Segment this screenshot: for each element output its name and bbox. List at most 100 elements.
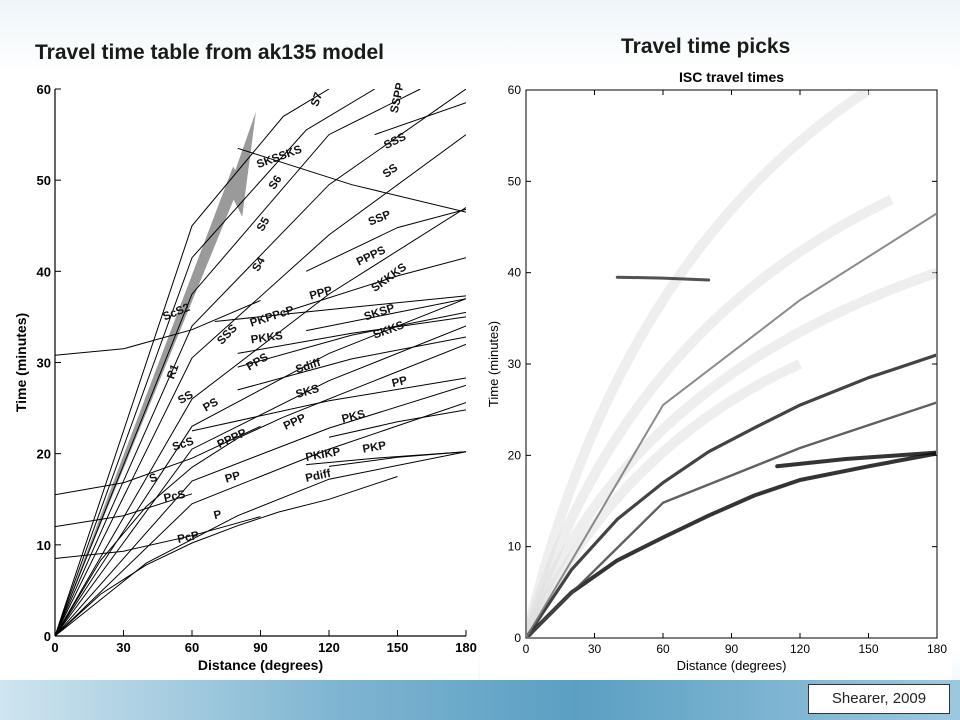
x-tick-label: 30: [116, 640, 130, 655]
y-tick-label: 30: [508, 357, 522, 371]
y-tick-label: 20: [508, 448, 522, 462]
curve-label: PcP: [176, 530, 200, 546]
source-credit: Shearer, 2009: [808, 684, 950, 714]
curve-skks: [237, 336, 466, 391]
curve-pppp: [55, 384, 466, 636]
isc-plot-frame: [525, 89, 938, 639]
x-tick-label: 90: [253, 640, 267, 655]
curve-skkks: [306, 298, 466, 332]
curve-sdiff: [283, 343, 466, 418]
curve-label: PKP: [362, 440, 388, 456]
curve-pcs: [55, 493, 193, 528]
left-chart-title: Travel time table from ak135 model: [35, 41, 384, 64]
ak135-chart-svg: 0 30 60 90 120 150 180 0 10 20 30 40 50 60 Distance (d…: [13, 81, 477, 673]
curve-label: PP: [391, 375, 409, 390]
curve-label: PKKS: [250, 330, 284, 346]
curve-label: SSS: [382, 131, 408, 152]
curve-skssks: [237, 147, 466, 213]
curve-label: PP: [224, 470, 242, 486]
isc-pick-band: [527, 451, 936, 637]
curve-label: PPPS: [355, 244, 388, 268]
x-tick-label: 150: [387, 640, 409, 655]
curve-label: SKKKS: [369, 261, 409, 295]
x-tick-label: 120: [790, 642, 810, 656]
y-axis-label: Time (minutes): [13, 313, 29, 412]
curve-ps: [55, 325, 466, 636]
y-tick-label: 50: [37, 173, 51, 188]
scatter-haze: [527, 91, 872, 637]
curve-pkikp: [306, 451, 466, 466]
curve-label: ScS: [171, 436, 196, 454]
curve-ssp: [305, 208, 466, 272]
curve-label: SKKS: [372, 319, 406, 341]
curve-s4: [55, 89, 466, 636]
curve-label: Sdiff: [294, 357, 322, 376]
curve-label: PKS: [341, 408, 367, 425]
curve-s6: [55, 89, 375, 636]
curve-label: S: [148, 472, 160, 486]
curve-label: SKS: [295, 383, 321, 401]
curve-ppp: [55, 402, 466, 636]
curve-label: PS: [201, 396, 221, 414]
curve-pkp: [328, 451, 466, 467]
curve-s5: [55, 89, 421, 636]
y-tick-label: 0: [44, 629, 51, 644]
curve-scs2: [55, 300, 261, 356]
footer-band: [0, 680, 960, 720]
curve-label: PPP: [282, 412, 308, 433]
curve-label: S7: [309, 91, 325, 108]
isc-picks-group: [527, 91, 936, 637]
isc-chart-title: ISC travel times: [679, 69, 784, 85]
y-tick-label: 10: [508, 540, 522, 554]
x-tick-label: 60: [656, 642, 670, 656]
curve-s7: [55, 89, 330, 636]
isc-pick-band: [775, 450, 936, 469]
curve-p: [55, 511, 279, 636]
y-tick-label: 20: [37, 447, 51, 462]
curve-pkppcp: [214, 295, 466, 322]
y-tick-label: 60: [508, 83, 522, 97]
x-tick-label: 180: [927, 642, 947, 656]
curve-label: S4: [250, 255, 268, 274]
x-axis-label: Distance (degrees): [198, 657, 323, 673]
x-tick-label: 30: [588, 642, 602, 656]
scatter-haze: [527, 195, 894, 637]
curve-label: SSS: [215, 322, 240, 347]
curve-label: SS: [381, 162, 401, 181]
isc-pick-band: [527, 401, 936, 637]
curve-sss: [55, 134, 466, 636]
ak135-travel-time-chart: 0 30 60 90 120 150 180 0 10 20 30 40 50 60 Distance (d…: [0, 74, 478, 680]
isc-chart-svg: ISC travel times 0 30 60 90 120 150 180 0 10 20 30 4…: [486, 69, 947, 673]
y-tick-label: 40: [37, 264, 51, 279]
curve-label: PKPPcP: [249, 304, 296, 330]
x-tick-label: 120: [318, 640, 340, 655]
curve-label: SSPP: [389, 81, 407, 114]
curve-sksp: [237, 311, 466, 368]
x-tick-label: 150: [858, 642, 878, 656]
x-tick-label: 60: [185, 640, 199, 655]
curve-label: PPS: [245, 351, 271, 373]
x-tick-label: 0: [523, 642, 530, 656]
curve-pdiff: [278, 476, 398, 513]
curve-pkks: [237, 316, 466, 354]
curve-pks: [328, 409, 466, 438]
y-tick-label: 60: [37, 82, 51, 97]
curve-sspp: [374, 102, 466, 136]
curve-label: SSP: [367, 209, 393, 229]
curve-ppps: [283, 257, 466, 313]
curve-label: P: [213, 509, 224, 523]
scatter-haze: [527, 359, 803, 637]
isc-pick-band: [527, 212, 936, 637]
x-axis-label: Distance (degrees): [677, 658, 787, 673]
curve-label: PPPP: [216, 427, 249, 451]
curve-ss: [55, 207, 466, 636]
rayleigh-arrow-head: [228, 111, 256, 217]
y-axis-label: Time (minutes): [486, 321, 501, 407]
isc-pick-band: [527, 353, 936, 637]
curve-s: [55, 416, 284, 636]
curve-pcp: [55, 516, 261, 559]
isc-travel-time-chart: ISC travel times 0 30 60 90 120 150 180 0 10 20 30 4…: [480, 66, 952, 680]
curve-label: PKIKP: [305, 446, 342, 464]
y-tick-label: 40: [508, 266, 522, 280]
curve-sks: [191, 377, 466, 432]
